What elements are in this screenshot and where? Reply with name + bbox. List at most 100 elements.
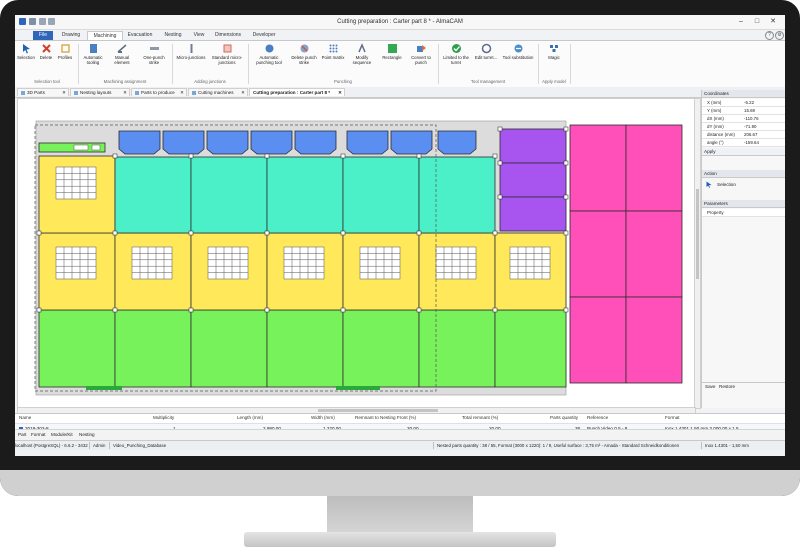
- bottom-tab-format[interactable]: Format: [31, 432, 46, 437]
- edit-turret-icon: [481, 43, 492, 54]
- junction-markers: [36, 126, 569, 313]
- save-icon[interactable]: [29, 18, 36, 25]
- close-button[interactable]: ✕: [770, 18, 776, 25]
- tab-file[interactable]: File: [33, 31, 53, 40]
- property-column-header: Property: [702, 209, 785, 217]
- panel-button-bar: Save Restore: [702, 382, 785, 392]
- bottom-tab-nesting[interactable]: Nesting: [79, 432, 95, 437]
- right-properties-panel: Coordinates X (mm) -5.22 Y (mm) 15.69 dX (…: [701, 90, 785, 408]
- delete-punch-strike-button[interactable]: Delete punch strike: [289, 43, 319, 65]
- col-header-width: Width (mm): [311, 415, 335, 420]
- close-tab-icon[interactable]: ✕: [338, 90, 342, 95]
- turret-limit-icon: [451, 43, 462, 54]
- tool-substitution-button[interactable]: Tool substitution: [501, 43, 535, 60]
- coordinates-header: Coordinates: [702, 90, 785, 98]
- point-matrix-button[interactable]: Point matrix: [321, 43, 345, 60]
- coord-row-x: X (mm) -5.22: [702, 99, 785, 107]
- vertical-scroll-thumb[interactable]: [696, 189, 699, 279]
- col-header-total-remnant: Total remnant (%): [462, 415, 499, 420]
- parts-icon: [21, 90, 25, 95]
- close-tab-icon[interactable]: ✕: [123, 90, 127, 95]
- profiles-icon: [60, 43, 71, 54]
- save-settings-button[interactable]: Save: [705, 384, 716, 389]
- help-icon[interactable]: ?: [765, 31, 774, 40]
- action-selection-item[interactable]: Selection: [717, 182, 736, 187]
- tab-developer[interactable]: Developer: [252, 32, 276, 38]
- restore-settings-button[interactable]: Restore: [719, 384, 736, 389]
- apply-button[interactable]: Apply: [702, 148, 785, 156]
- horizontal-scroll-thumb[interactable]: [318, 409, 438, 412]
- doc-tab-parts-to-produce[interactable]: Parts to produce ✕: [131, 88, 187, 96]
- undo-icon[interactable]: [39, 18, 46, 25]
- status-separator: [109, 442, 110, 449]
- tab-machining[interactable]: Machining: [87, 31, 123, 41]
- cell-multiplicity: 1: [173, 426, 176, 431]
- coord-row-dx: dX (mm) -110.76: [702, 115, 785, 123]
- nesting-canvas[interactable]: [17, 98, 696, 409]
- status-material: Inox 1.4301 - 1,50 mm: [705, 443, 749, 448]
- table-row[interactable]: 2018-302-8 1 2 990,00 1 220,00 20,00 20,…: [15, 423, 785, 433]
- parameters-header: Parameters: [702, 200, 785, 208]
- standard-micro-junctions-button[interactable]: Standard micro-junctions: [209, 43, 245, 65]
- micro-joint-marker: [336, 386, 380, 390]
- tab-drawing[interactable]: Drawing: [61, 32, 81, 38]
- close-tab-icon[interactable]: ✕: [62, 90, 66, 95]
- settings-icon[interactable]: ⚙: [775, 31, 784, 40]
- selection-button[interactable]: Selection: [16, 43, 36, 60]
- coord-row-angle: angle (°) -159.64: [702, 139, 785, 147]
- group-separator: [438, 44, 439, 84]
- cell-width: 1 220,00: [323, 426, 341, 431]
- maximize-button[interactable]: □: [754, 18, 760, 25]
- ribbon-toolbar: Selection Delete Profiles Automatic tool…: [15, 40, 785, 88]
- group-label-adding-junctions: Adding junctions: [194, 79, 226, 84]
- group-label-machining-assignment: Machining assignment: [103, 79, 147, 84]
- profiles-button[interactable]: Profiles: [55, 43, 75, 60]
- minimize-button[interactable]: –: [739, 18, 743, 25]
- micro-junction-icon: [186, 43, 197, 54]
- convert-to-punch-button[interactable]: Convert to punch: [407, 43, 435, 65]
- vertical-scrollbar[interactable]: [694, 98, 701, 409]
- delete-button[interactable]: Delete: [37, 43, 55, 60]
- cell-name: 2018-302-8: [25, 426, 49, 431]
- application-window: Cutting preparation : Carter part 8 * - …: [15, 15, 785, 456]
- one-punch-strike-button[interactable]: One-punch strike: [139, 43, 169, 65]
- tab-view[interactable]: View: [193, 32, 205, 38]
- tab-dimensions[interactable]: Dimensions: [214, 32, 242, 38]
- ribbon-tabs: File Drawing Machining Evacuation Nestin…: [15, 30, 785, 41]
- group-separator: [78, 44, 79, 84]
- document-tabs: 3D Parts ✕ Nesting layouts ✕ Parts to prod…: [15, 87, 785, 98]
- tab-evacuation[interactable]: Evacuation: [127, 32, 153, 38]
- cell-length: 2 990,00: [263, 426, 281, 431]
- monitor-chin: [0, 470, 800, 496]
- micro-junctions-button[interactable]: Micro-junctions: [175, 43, 207, 60]
- redo-icon[interactable]: [48, 18, 55, 25]
- blue-parts-row: [118, 130, 477, 155]
- bottom-tab-part[interactable]: Part: [18, 432, 27, 437]
- group-separator: [538, 44, 539, 84]
- coord-row-distance: distance (mm) 206.67: [702, 131, 785, 139]
- edit-turret-button[interactable]: Edit turret...: [473, 43, 499, 60]
- green-strip-part: [38, 142, 106, 153]
- close-tab-icon[interactable]: ✕: [241, 90, 245, 95]
- tab-nesting[interactable]: Nesting: [164, 32, 182, 38]
- automatic-punching-tool-button[interactable]: Automatic punching tool: [251, 43, 287, 65]
- bottom-tab-module-kit[interactable]: Module/Kit: [51, 432, 73, 437]
- auto-tooling-icon: [88, 43, 99, 54]
- doc-tab-cutting-preparation[interactable]: Cutting preparation : Carter part 8 * ✕: [249, 88, 345, 96]
- doc-tab-nesting-layouts[interactable]: Nesting layouts ✕: [70, 88, 130, 96]
- coord-row-dy: dY (mm) -71.90: [702, 123, 785, 131]
- modify-sequence-button[interactable]: Modify sequence: [347, 43, 377, 65]
- limited-to-turret-button[interactable]: Limited to the turret: [441, 43, 471, 65]
- doc-tab-cutting-machines[interactable]: Cutting machines ✕: [188, 88, 248, 96]
- doc-tab-3d-parts[interactable]: 3D Parts ✕: [17, 88, 69, 96]
- status-database: Video_Punching_Database: [113, 443, 167, 448]
- manual-element-button[interactable]: Manual element: [107, 43, 137, 65]
- close-tab-icon[interactable]: ✕: [180, 90, 184, 95]
- cell-parts-quantity: 38: [575, 426, 580, 431]
- magic-button[interactable]: Magic: [541, 43, 567, 60]
- nesting-layout-drawing: [34, 120, 683, 396]
- selection-frame[interactable]: [34, 124, 437, 392]
- rectangle-button[interactable]: Rectangle: [379, 43, 405, 60]
- automatic-tooling-button[interactable]: Automatic tooling: [81, 43, 105, 65]
- yellow-parts-row: [38, 232, 567, 311]
